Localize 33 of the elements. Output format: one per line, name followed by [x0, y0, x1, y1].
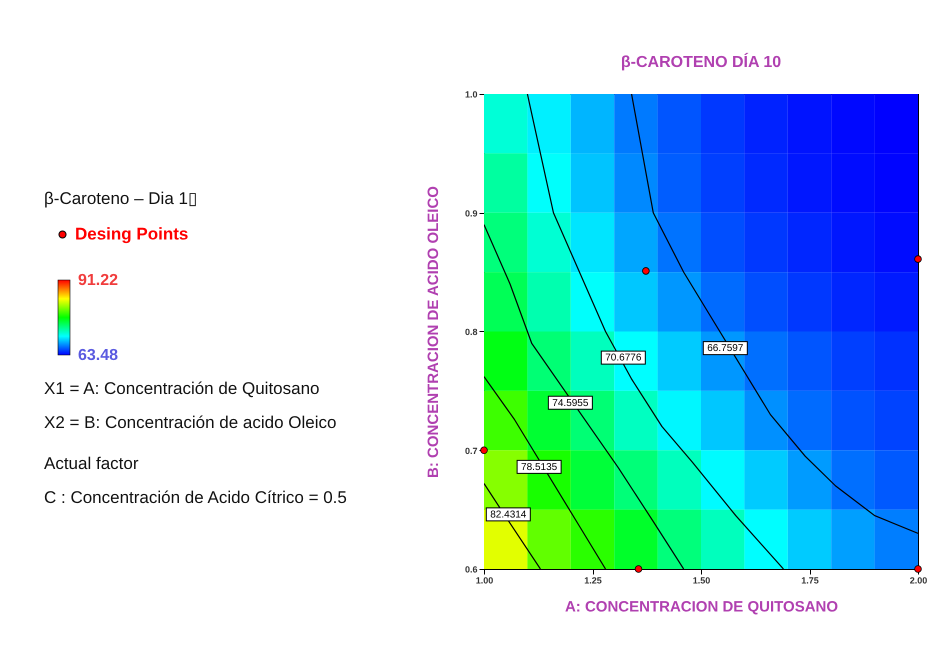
text: X2 = B: Concentración de acido Oleico	[44, 413, 336, 432]
text: Actual factor	[44, 454, 139, 473]
point	[642, 267, 650, 275]
x-tick-label: 1.50	[692, 576, 710, 586]
text: C : Concentración de Acido Cítrico = 0.5	[44, 488, 347, 507]
x-tick-label: 1.00	[476, 576, 494, 586]
point	[634, 565, 642, 573]
text: X1 = A: Concentración de Quitosano	[44, 379, 320, 398]
y-tick-label: 1.0	[464, 90, 478, 100]
annotation: 70.6776	[605, 352, 642, 364]
x-tick-label: 1.25	[584, 576, 602, 586]
x-tick-label: 1.75	[801, 576, 819, 586]
y-tick-label: 0.8	[464, 327, 478, 337]
annotation: 78.5135	[521, 462, 558, 473]
color-bar-label: 91.22	[78, 272, 118, 289]
text: β-Caroteno – Dia 1▯	[44, 189, 197, 208]
annotation: 66.7597	[707, 343, 744, 354]
annotation: 82.4314	[490, 509, 527, 520]
annotation: 74.5955	[552, 398, 589, 409]
x-tick-label: 2.00	[910, 576, 928, 586]
legend-label: Desing Points	[75, 224, 188, 244]
y-tick-label: 0.7	[464, 446, 478, 456]
point	[480, 446, 488, 454]
chart-title: β-CAROTENO DÍA 10	[620, 52, 782, 71]
line-series	[484, 376, 606, 569]
y-tick-label: 0.6	[464, 564, 478, 574]
y-tick-label: 0.9	[464, 208, 478, 218]
line-series	[484, 224, 684, 569]
color-bar-label: 63.48	[78, 347, 118, 364]
point	[914, 255, 922, 263]
x-axis-title: A: CONCENTRACION DE QUITOSANO	[564, 598, 838, 616]
y-axis-title: B: CONCENTRACION DE ACIDO OLEICO	[424, 186, 442, 478]
point	[914, 565, 922, 573]
